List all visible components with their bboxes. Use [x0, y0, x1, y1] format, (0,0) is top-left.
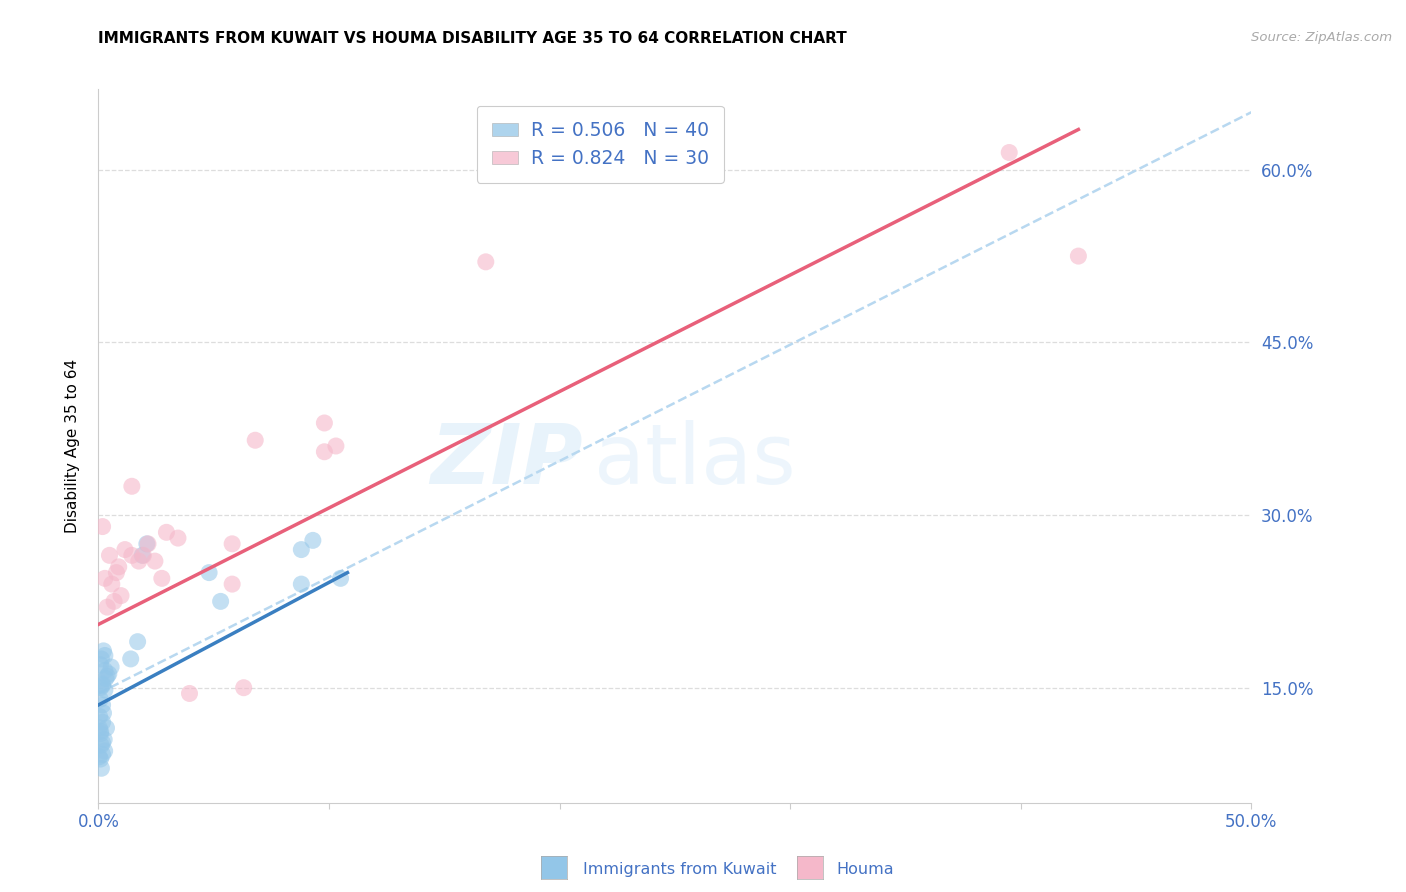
Point — [90, 761, 112, 775]
Point — [90, 652, 112, 666]
Point — [98, 549, 121, 563]
Point — [94, 683, 117, 698]
Text: Immigrants from Kuwait: Immigrants from Kuwait — [583, 863, 778, 877]
Point — [314, 416, 336, 430]
Point — [93, 706, 115, 720]
Point — [96, 669, 118, 683]
Point — [96, 600, 118, 615]
Point — [91, 736, 114, 750]
Point — [150, 571, 173, 585]
Point — [198, 566, 221, 580]
Point — [91, 698, 114, 712]
Point — [93, 744, 115, 758]
Point — [89, 752, 111, 766]
Point — [143, 554, 166, 568]
Point — [127, 634, 149, 648]
Point — [89, 692, 111, 706]
Point — [155, 525, 177, 540]
Text: IMMIGRANTS FROM KUWAIT VS HOUMA DISABILITY AGE 35 TO 64 CORRELATION CHART: IMMIGRANTS FROM KUWAIT VS HOUMA DISABILI… — [98, 31, 848, 46]
Point — [998, 145, 1021, 160]
Point — [101, 577, 124, 591]
Point — [94, 664, 117, 678]
Point — [302, 533, 325, 548]
Point — [232, 681, 254, 695]
Point — [105, 566, 128, 580]
Point — [89, 721, 111, 735]
Point — [94, 571, 117, 585]
Point — [329, 571, 352, 585]
Point — [221, 537, 243, 551]
Point — [93, 732, 115, 747]
Point — [209, 594, 232, 608]
Point — [120, 652, 142, 666]
Point — [89, 727, 111, 741]
Point — [107, 559, 129, 574]
Legend: R = 0.506   N = 40, R = 0.824   N = 30: R = 0.506 N = 40, R = 0.824 N = 30 — [477, 106, 724, 183]
Point — [91, 519, 114, 533]
Text: Source: ZipAtlas.com: Source: ZipAtlas.com — [1251, 31, 1392, 45]
Point — [94, 648, 117, 663]
Point — [90, 738, 112, 752]
Point — [131, 549, 153, 563]
Point — [93, 644, 115, 658]
Point — [221, 577, 243, 591]
Point — [94, 672, 117, 686]
Point — [91, 677, 114, 691]
Point — [290, 577, 312, 591]
Text: Houma: Houma — [837, 863, 894, 877]
Point — [114, 542, 136, 557]
Point — [100, 660, 122, 674]
Point — [121, 479, 143, 493]
Point — [325, 439, 347, 453]
Point — [135, 537, 157, 551]
Point — [91, 678, 114, 692]
Point — [290, 542, 312, 557]
Point — [110, 589, 132, 603]
Point — [167, 531, 190, 545]
Point — [89, 749, 111, 764]
Point — [132, 549, 155, 563]
Point — [179, 686, 201, 700]
Point — [314, 444, 336, 458]
Point — [89, 709, 111, 723]
Point — [475, 255, 498, 269]
Point — [103, 594, 125, 608]
Point — [91, 747, 114, 762]
Text: ZIP: ZIP — [430, 420, 582, 500]
Point — [91, 715, 114, 730]
Point — [245, 434, 267, 448]
Point — [121, 549, 143, 563]
Point — [1067, 249, 1090, 263]
Y-axis label: Disability Age 35 to 64: Disability Age 35 to 64 — [65, 359, 80, 533]
Point — [89, 681, 111, 695]
Point — [90, 724, 112, 739]
Point — [128, 554, 150, 568]
Point — [136, 537, 159, 551]
Point — [97, 666, 120, 681]
Point — [89, 657, 111, 672]
Text: atlas: atlas — [595, 420, 796, 500]
Point — [96, 721, 118, 735]
